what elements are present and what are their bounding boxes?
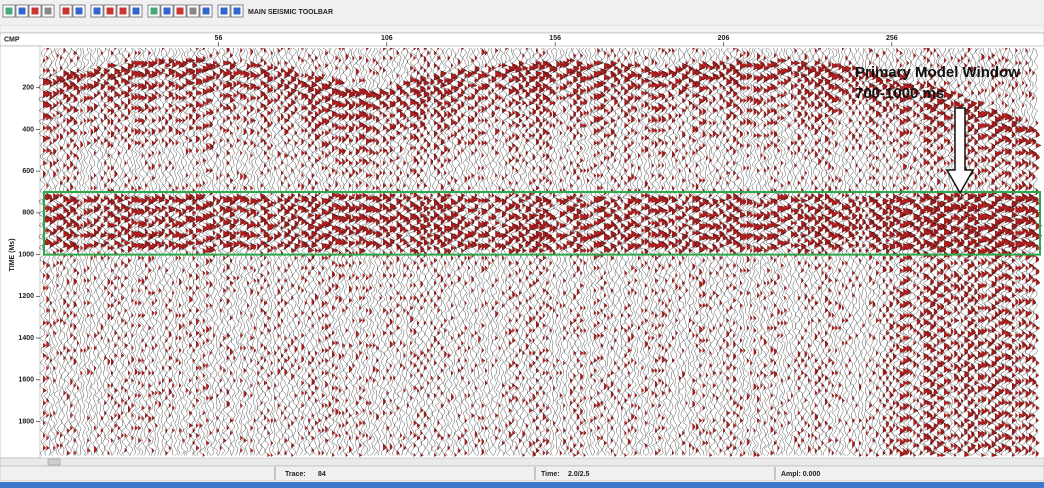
tool-glyph bbox=[76, 8, 83, 15]
tool-glyph bbox=[190, 8, 197, 15]
trace-label: Trace: bbox=[285, 471, 306, 478]
y-tick-label: 1400 bbox=[18, 335, 34, 342]
tool-glyph bbox=[133, 8, 140, 15]
x-tick-label: 106 bbox=[381, 35, 393, 42]
time-value: 2.0/2.5 bbox=[568, 471, 590, 478]
tool-glyph bbox=[94, 8, 101, 15]
tool-glyph bbox=[120, 8, 127, 15]
horizontal-scrollbar[interactable] bbox=[0, 458, 1044, 466]
y-tick-label: 800 bbox=[22, 210, 34, 217]
tool-glyph bbox=[63, 8, 70, 15]
toolbar-icons bbox=[3, 5, 243, 17]
tool-glyph bbox=[203, 8, 210, 15]
trace-value: 84 bbox=[318, 471, 326, 478]
status-bar bbox=[0, 466, 1044, 481]
seismic-app: MAIN SEISMIC TOOLBAR CMP TIME (Ms) 56 106… bbox=[0, 0, 1044, 488]
tool-glyph bbox=[151, 8, 158, 15]
x-axis-label: CMP bbox=[4, 36, 20, 43]
top-ruler bbox=[0, 25, 1044, 33]
tool-glyph bbox=[177, 8, 184, 15]
tool-glyph bbox=[164, 8, 171, 15]
tool-glyph bbox=[107, 8, 114, 15]
x-tick-label: 206 bbox=[718, 35, 730, 42]
tool-glyph bbox=[32, 8, 39, 15]
x-tick-label: 56 bbox=[215, 35, 223, 42]
x-tick-label: 156 bbox=[549, 35, 561, 42]
x-tick-label: 256 bbox=[886, 35, 898, 42]
y-tick-label: 400 bbox=[22, 126, 34, 133]
tool-glyph bbox=[234, 8, 241, 15]
tool-glyph bbox=[6, 8, 13, 15]
y-axis-label: TIME (Ms) bbox=[9, 238, 16, 271]
scroll-thumb[interactable] bbox=[48, 459, 60, 465]
y-tick-label: 200 bbox=[22, 85, 34, 92]
toolbar-title: MAIN SEISMIC TOOLBAR bbox=[248, 9, 333, 16]
y-tick-label: 1200 bbox=[18, 293, 34, 300]
ampl-value: Ampl: 0.000 bbox=[781, 471, 820, 478]
time-label: Time: bbox=[541, 471, 560, 478]
annotation-subtitle: 700-1000 ms bbox=[855, 85, 944, 102]
tool-glyph bbox=[45, 8, 52, 15]
y-tick-label: 600 bbox=[22, 168, 34, 175]
taskbar-edge bbox=[0, 482, 1044, 488]
y-tick-label: 1000 bbox=[18, 251, 34, 258]
tool-glyph bbox=[221, 8, 228, 15]
y-tick-label: 1600 bbox=[18, 377, 34, 384]
annotation-title: Primary Model Window bbox=[855, 64, 1020, 81]
y-tick-label: 1800 bbox=[18, 418, 34, 425]
tool-glyph bbox=[19, 8, 26, 15]
